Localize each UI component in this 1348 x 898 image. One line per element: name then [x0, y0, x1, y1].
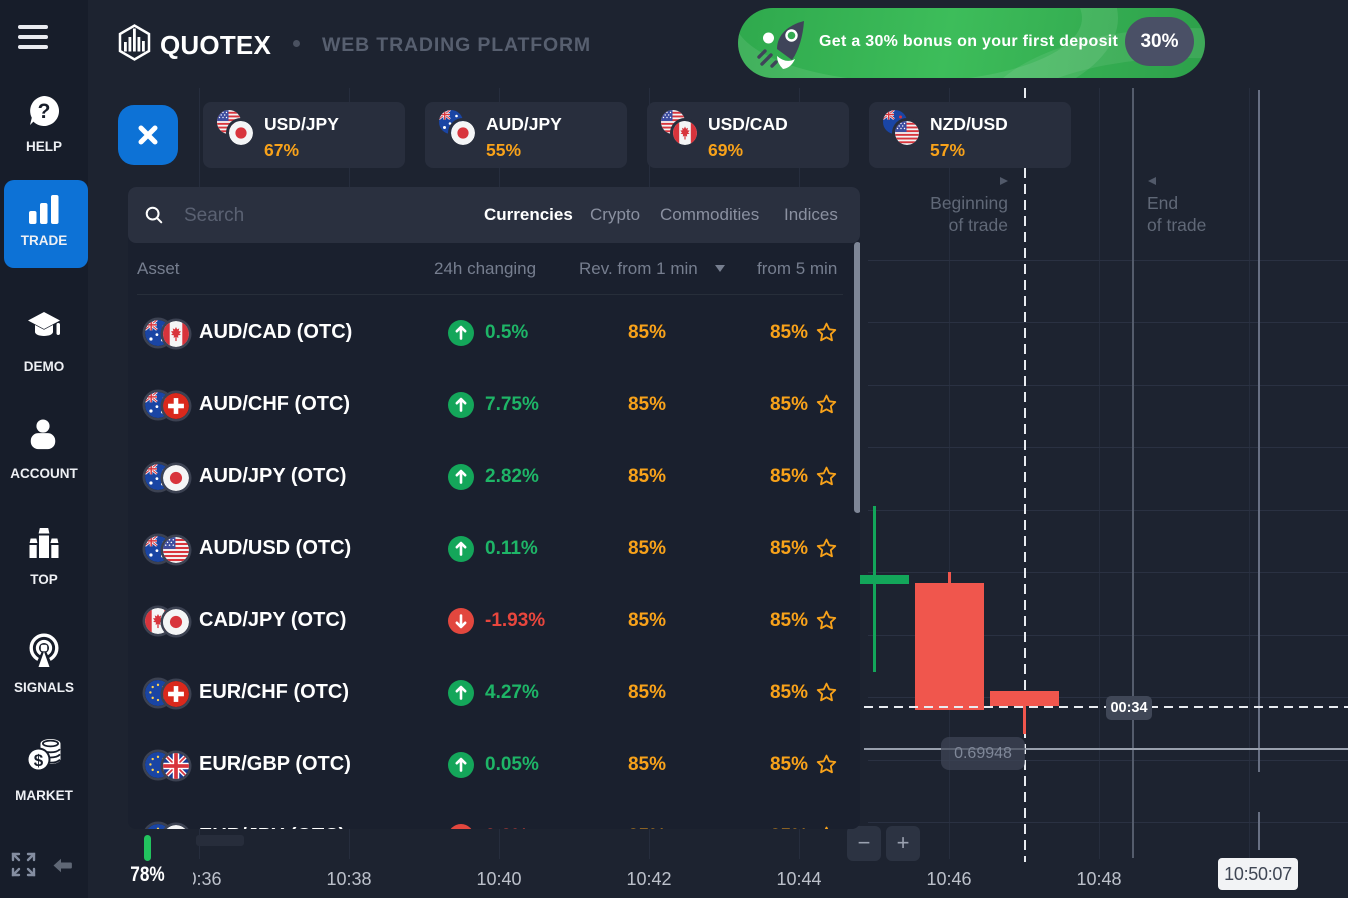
- svg-text:$: $: [34, 751, 44, 770]
- svg-text:?: ?: [38, 100, 51, 123]
